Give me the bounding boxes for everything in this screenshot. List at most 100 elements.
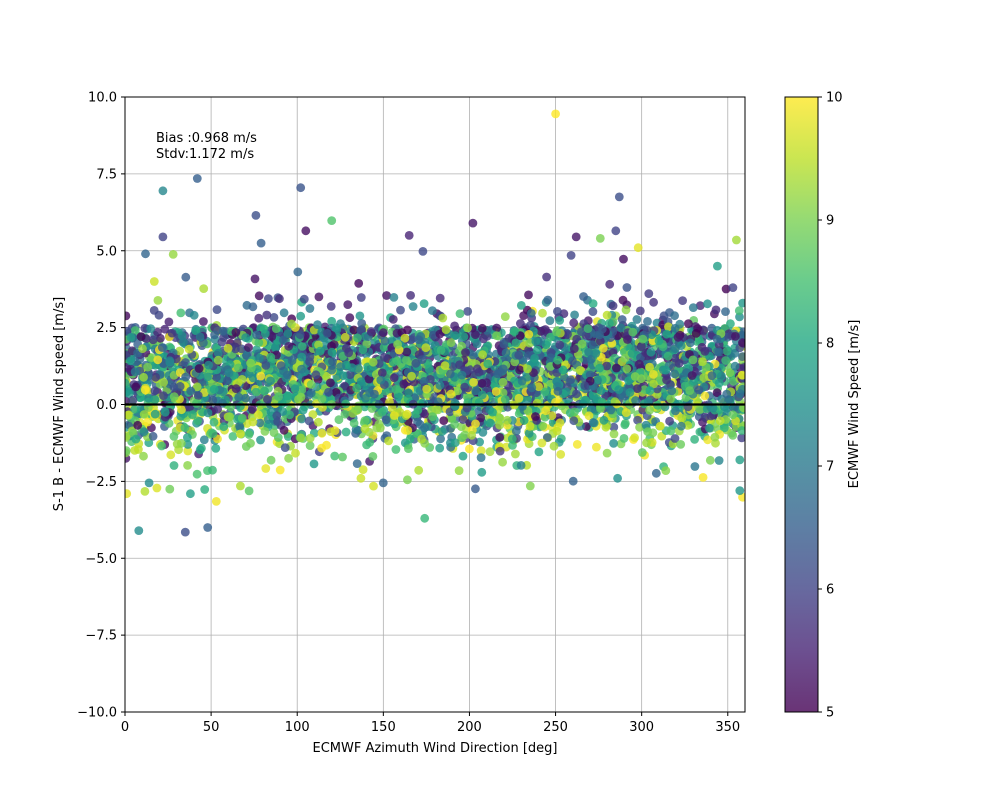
scatter-point: [536, 326, 546, 336]
scatter-point: [739, 363, 745, 372]
scatter-point: [555, 340, 565, 350]
scatter-point: [721, 307, 730, 316]
scatter-point: [417, 434, 426, 444]
scatter-point: [731, 332, 740, 341]
scatter-point: [248, 302, 258, 312]
scatter-point: [664, 322, 673, 332]
scatter-point: [619, 434, 629, 443]
scatter-point: [406, 291, 415, 300]
scatter-point: [698, 357, 707, 366]
scatter-point: [212, 372, 221, 382]
scatter-point: [498, 377, 508, 387]
scatter-point: [177, 405, 186, 415]
scatter-point: [139, 427, 149, 436]
scatter-point: [279, 425, 289, 435]
scatter-point: [621, 305, 631, 315]
scatter-point: [644, 289, 654, 298]
scatter-point: [418, 247, 428, 256]
scatter-point: [436, 346, 446, 355]
scatter-point: [314, 417, 323, 427]
scatter-point: [563, 329, 572, 339]
scatter-point: [549, 441, 559, 451]
scatter-point: [272, 411, 282, 421]
scatter-point: [157, 343, 167, 352]
scatter-point: [671, 344, 680, 354]
scatter-point: [708, 403, 718, 413]
scatter-point: [326, 378, 335, 388]
scatter-point: [358, 465, 368, 474]
scatter-point: [356, 473, 366, 483]
scatter-point: [584, 411, 594, 421]
scatter-point: [478, 350, 487, 360]
scatter-point: [485, 447, 495, 457]
y-tick-label: −2.5: [85, 475, 117, 490]
scatter-point: [271, 343, 280, 353]
scatter-point: [552, 327, 561, 337]
scatter-point: [649, 297, 658, 307]
x-tick-label: 250: [543, 720, 568, 735]
scatter-point: [618, 295, 628, 305]
scatter-point: [508, 441, 517, 450]
scatter-point: [370, 389, 379, 399]
colorbar-gradient: [785, 97, 818, 712]
scatter-point: [577, 327, 586, 336]
scatter-point: [670, 369, 680, 379]
scatter-point: [571, 232, 581, 242]
scatter-point: [676, 421, 686, 431]
scatter-point: [471, 484, 480, 494]
scatter-point: [524, 330, 534, 339]
scatter-point: [305, 304, 315, 313]
scatter-point: [308, 410, 318, 419]
scatter-point: [633, 415, 642, 425]
scatter-point: [501, 348, 511, 358]
scatter-point: [579, 292, 588, 301]
scatter-point: [674, 359, 684, 368]
scatter-point: [136, 332, 146, 341]
scatter-point: [236, 401, 245, 411]
scatter-point: [391, 445, 401, 454]
scatter-point: [542, 433, 552, 442]
scatter-point: [217, 337, 227, 347]
scatter-point: [468, 218, 478, 228]
scatter-point: [357, 319, 367, 328]
scatter-point: [510, 327, 519, 336]
scatter-point: [393, 340, 402, 349]
scatter-point: [422, 384, 432, 394]
scatter-point: [283, 432, 293, 441]
scatter-point: [144, 478, 154, 488]
scatter-point: [271, 324, 281, 333]
scatter-point: [455, 309, 465, 318]
scatter-point: [662, 329, 672, 339]
scatter-point: [725, 368, 735, 377]
scatter-point: [710, 432, 720, 442]
scatter-point: [734, 306, 744, 316]
scatter-point: [621, 408, 631, 417]
scatter-point: [266, 376, 275, 386]
scatter-point: [667, 386, 677, 396]
scatter-point: [498, 457, 507, 467]
scatter-point: [632, 315, 642, 324]
scatter-point: [353, 364, 363, 373]
scatter-point: [186, 386, 196, 396]
scatter-point: [553, 307, 562, 316]
scatter-point: [417, 355, 427, 364]
scatter-point: [534, 447, 544, 457]
scatter-point: [540, 387, 550, 397]
scatter-point: [246, 438, 255, 448]
scatter-point: [213, 348, 223, 358]
scatter-point: [218, 326, 228, 336]
scatter-point: [275, 294, 284, 304]
y-tick-label: 5.0: [96, 244, 117, 259]
scatter-point: [275, 465, 285, 475]
scatter-point: [688, 303, 698, 312]
x-tick-label: 100: [285, 720, 310, 735]
scatter-point: [269, 313, 279, 322]
scatter-point: [492, 331, 501, 340]
scatter-point: [595, 234, 605, 243]
scatter-point: [352, 383, 362, 393]
scatter-point: [407, 371, 416, 381]
scatter-point: [450, 438, 460, 448]
scatter-point: [439, 416, 449, 425]
scatter-point: [131, 382, 141, 392]
scatter-point: [306, 388, 316, 398]
